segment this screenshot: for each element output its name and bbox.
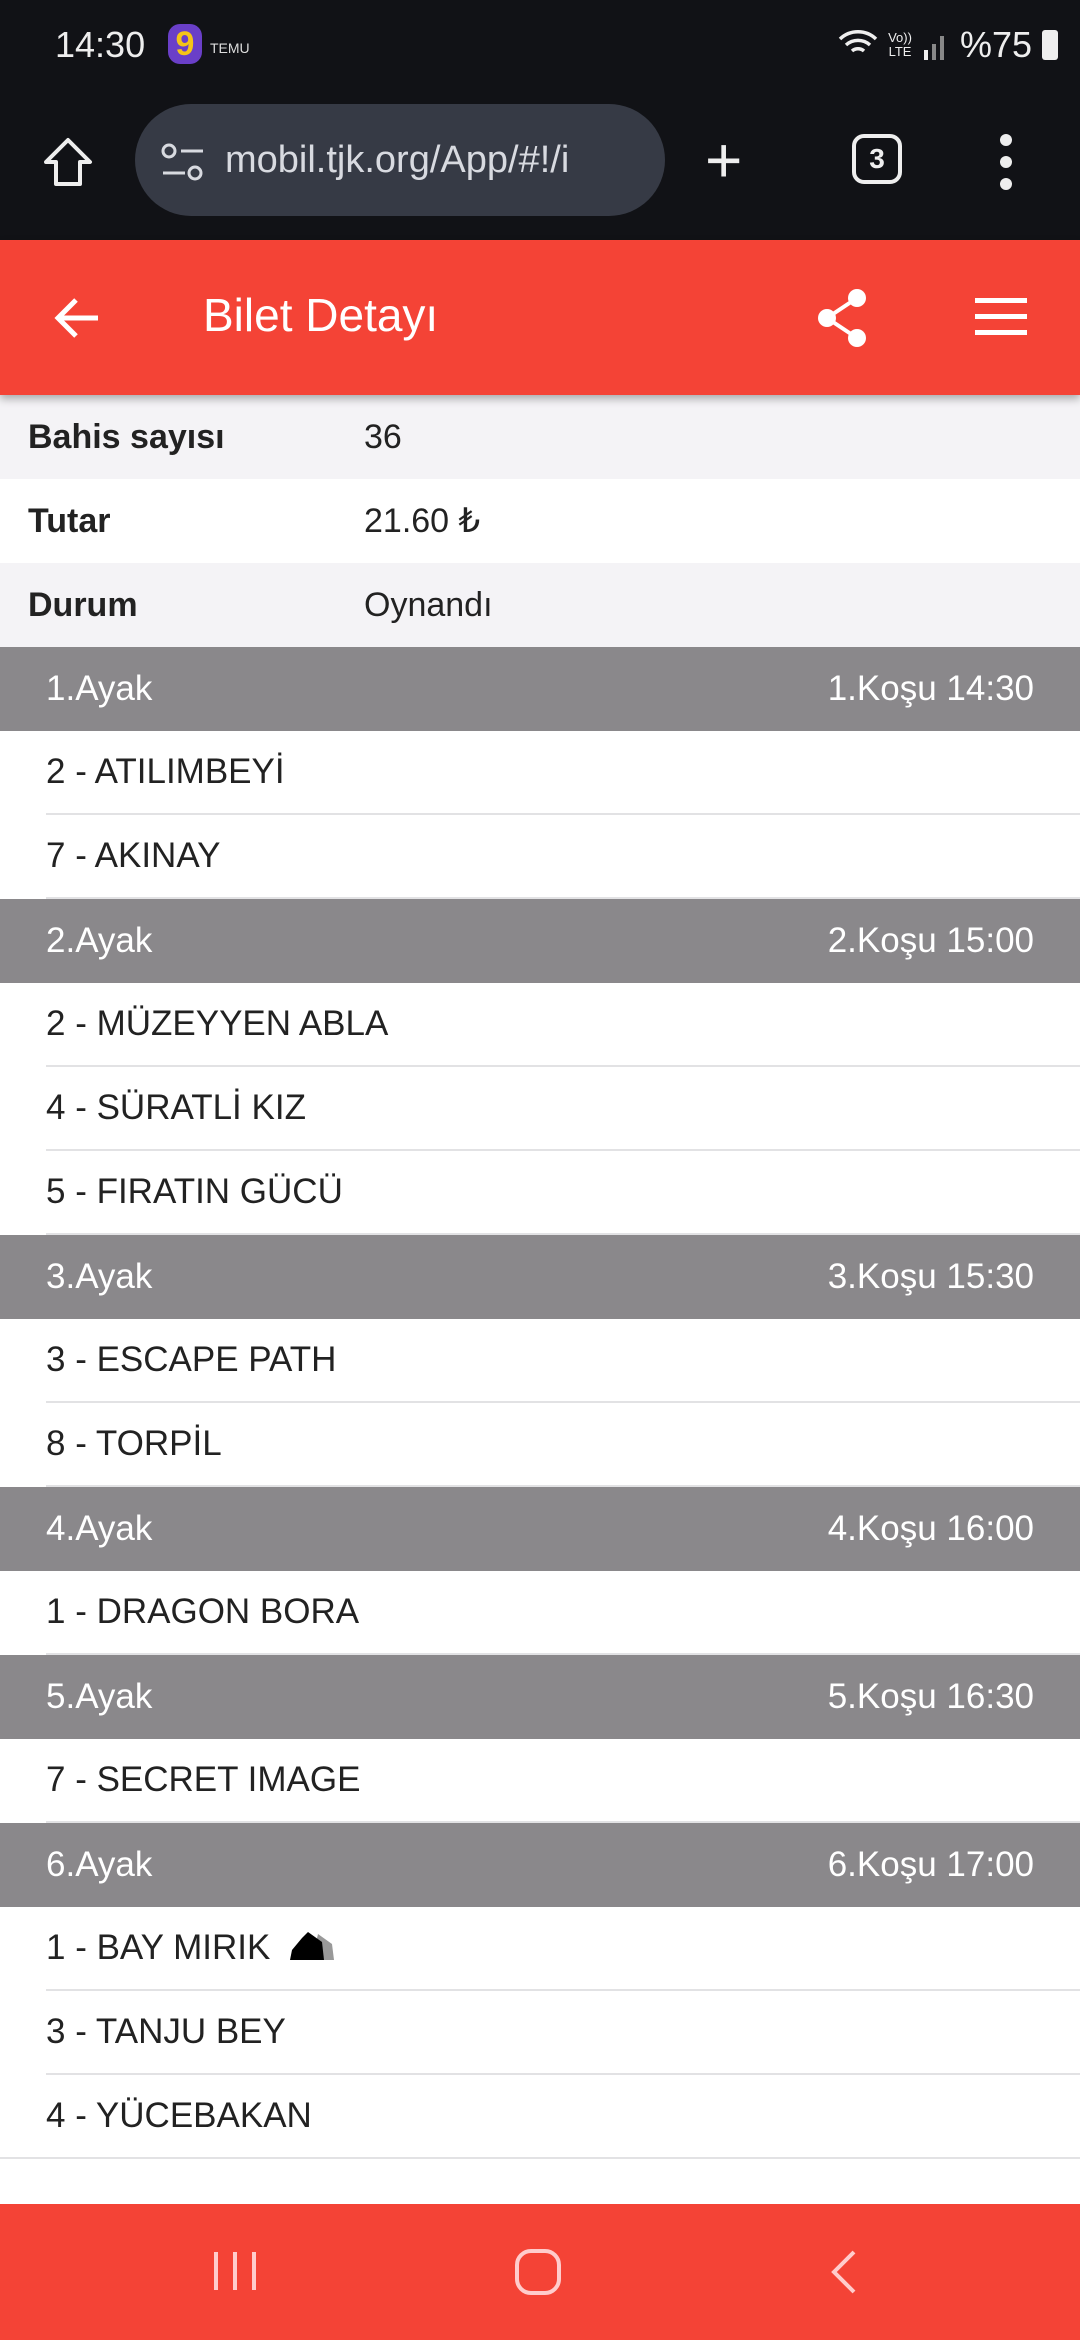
- new-tab-button[interactable]: +: [705, 124, 743, 196]
- horse-item: 1 - DRAGON BORA: [46, 1571, 1080, 1655]
- home-button[interactable]: [514, 2248, 562, 2296]
- home-icon[interactable]: [40, 134, 96, 190]
- leg-label: 4.Ayak: [46, 1509, 153, 1548]
- recent-apps-button[interactable]: [210, 2248, 260, 2294]
- horse-item: 1 - BAY MIRIK: [46, 1907, 1080, 1991]
- ticket-info: Bahis sayısı 36 Tutar 21.60 ₺ Durum Oynandı: [0, 395, 1080, 647]
- leg-label: 6.Ayak: [46, 1845, 153, 1884]
- horse-name: 3 - TANJU BEY: [46, 2012, 286, 2051]
- horse-item: 2 - MÜZEYYEN ABLA: [46, 983, 1080, 1067]
- info-label: Tutar: [28, 501, 111, 540]
- leg-label: 3.Ayak: [46, 1257, 153, 1296]
- horse-item: 2 - ATILIMBEYİ: [46, 731, 1080, 815]
- site-settings-icon[interactable]: [161, 142, 205, 182]
- leg-label: 2.Ayak: [46, 921, 153, 960]
- horse-item: 7 - AKINAY: [46, 815, 1080, 899]
- leg-label: 1.Ayak: [46, 669, 153, 708]
- horse-item: 4 - YÜCEBAKAN: [0, 2075, 1080, 2159]
- back-arrow-icon[interactable]: [50, 290, 106, 346]
- leg-header: 4.Ayak 4.Koşu 16:00: [0, 1487, 1080, 1571]
- temu-notification-label: TEMU: [210, 40, 250, 56]
- info-label: Bahis sayısı: [28, 417, 225, 456]
- wifi-icon: [838, 30, 878, 53]
- leg-header: 1.Ayak 1.Koşu 14:30: [0, 647, 1080, 731]
- horse-item: 5 - FIRATIN GÜCÜ: [46, 1151, 1080, 1235]
- horse-name: 2 - MÜZEYYEN ABLA: [46, 1004, 389, 1043]
- ticket-detail: Bahis sayısı 36 Tutar 21.60 ₺ Durum Oynandı 1…: [0, 395, 1080, 2159]
- system-nav-bar: [0, 2204, 1080, 2340]
- horse-item: 8 - TORPİL: [46, 1403, 1080, 1487]
- horse-name: 1 - DRAGON BORA: [46, 1592, 360, 1631]
- page-title: Bilet Detayı: [203, 289, 439, 341]
- signal-icon: [923, 36, 944, 60]
- leg-header: 3.Ayak 3.Koşu 15:30: [0, 1235, 1080, 1319]
- race-time: 3.Koşu 15:30: [827, 1257, 1034, 1296]
- horse-name: 4 - SÜRATLİ KIZ: [46, 1088, 306, 1127]
- info-value: 36: [364, 417, 402, 456]
- race-time: 1.Koşu 14:30: [827, 669, 1034, 708]
- tab-switcher-button[interactable]: 3: [852, 134, 902, 184]
- horse-name: 1 - BAY MIRIK: [46, 1928, 271, 1967]
- horse-name: 3 - ESCAPE PATH: [46, 1340, 337, 1379]
- browser-toolbar: mobil.tjk.org/App/#!/i + 3: [0, 100, 1080, 240]
- info-row: Tutar 21.60 ₺: [0, 479, 1080, 563]
- more-options-icon[interactable]: [1000, 134, 1014, 200]
- horse-item: 3 - ESCAPE PATH: [46, 1319, 1080, 1403]
- app-notification-icon: 9: [168, 24, 202, 64]
- horse-name: 4 - YÜCEBAKAN: [46, 2096, 312, 2135]
- horse-name: 2 - ATILIMBEYİ: [46, 752, 285, 791]
- battery-icon: [1042, 30, 1058, 60]
- leg-header: 6.Ayak 6.Koşu 17:00: [0, 1823, 1080, 1907]
- leg-header: 5.Ayak 5.Koşu 16:30: [0, 1655, 1080, 1739]
- status-bar: 14:30 9 TEMU Vo)) LTE %75: [0, 0, 1080, 100]
- horse-item: 4 - SÜRATLİ KIZ: [46, 1067, 1080, 1151]
- leg-header: 2.Ayak 2.Koşu 15:00: [0, 899, 1080, 983]
- horse-icon: [290, 1932, 335, 1960]
- horse-name: 8 - TORPİL: [46, 1424, 222, 1463]
- lte-indicator: Vo)) LTE: [888, 30, 912, 59]
- url-text: mobil.tjk.org/App/#!/i: [225, 138, 570, 181]
- horse-name: 5 - FIRATIN GÜCÜ: [46, 1172, 343, 1211]
- battery-percent: %75: [959, 24, 1032, 65]
- share-icon[interactable]: [815, 288, 871, 348]
- horse-name: 7 - AKINAY: [46, 836, 221, 875]
- hamburger-menu-icon[interactable]: [975, 298, 1027, 346]
- info-row: Bahis sayısı 36: [0, 395, 1080, 479]
- back-button[interactable]: [826, 2248, 860, 2296]
- horse-name: 7 - SECRET IMAGE: [46, 1760, 361, 1799]
- clock: 14:30: [55, 24, 146, 65]
- info-label: Durum: [28, 585, 138, 624]
- horse-item: 7 - SECRET IMAGE: [46, 1739, 1080, 1823]
- race-time: 4.Koşu 16:00: [827, 1509, 1034, 1548]
- info-value: Oynandı: [364, 585, 493, 624]
- info-row: Durum Oynandı: [0, 563, 1080, 647]
- horse-item: 3 - TANJU BEY: [46, 1991, 1080, 2075]
- race-time: 2.Koşu 15:00: [827, 921, 1034, 960]
- race-time: 6.Koşu 17:00: [827, 1845, 1034, 1884]
- race-time: 5.Koşu 16:30: [827, 1677, 1034, 1716]
- address-bar[interactable]: mobil.tjk.org/App/#!/i: [135, 104, 665, 216]
- leg-label: 5.Ayak: [46, 1677, 153, 1716]
- network-type: LTE: [888, 44, 912, 59]
- app-header: Bilet Detayı: [0, 240, 1080, 395]
- legs-list: 1.Ayak 1.Koşu 14:30 2 - ATILIMBEYİ 7 - AKIN…: [0, 647, 1080, 2159]
- info-value: 21.60 ₺: [364, 502, 481, 540]
